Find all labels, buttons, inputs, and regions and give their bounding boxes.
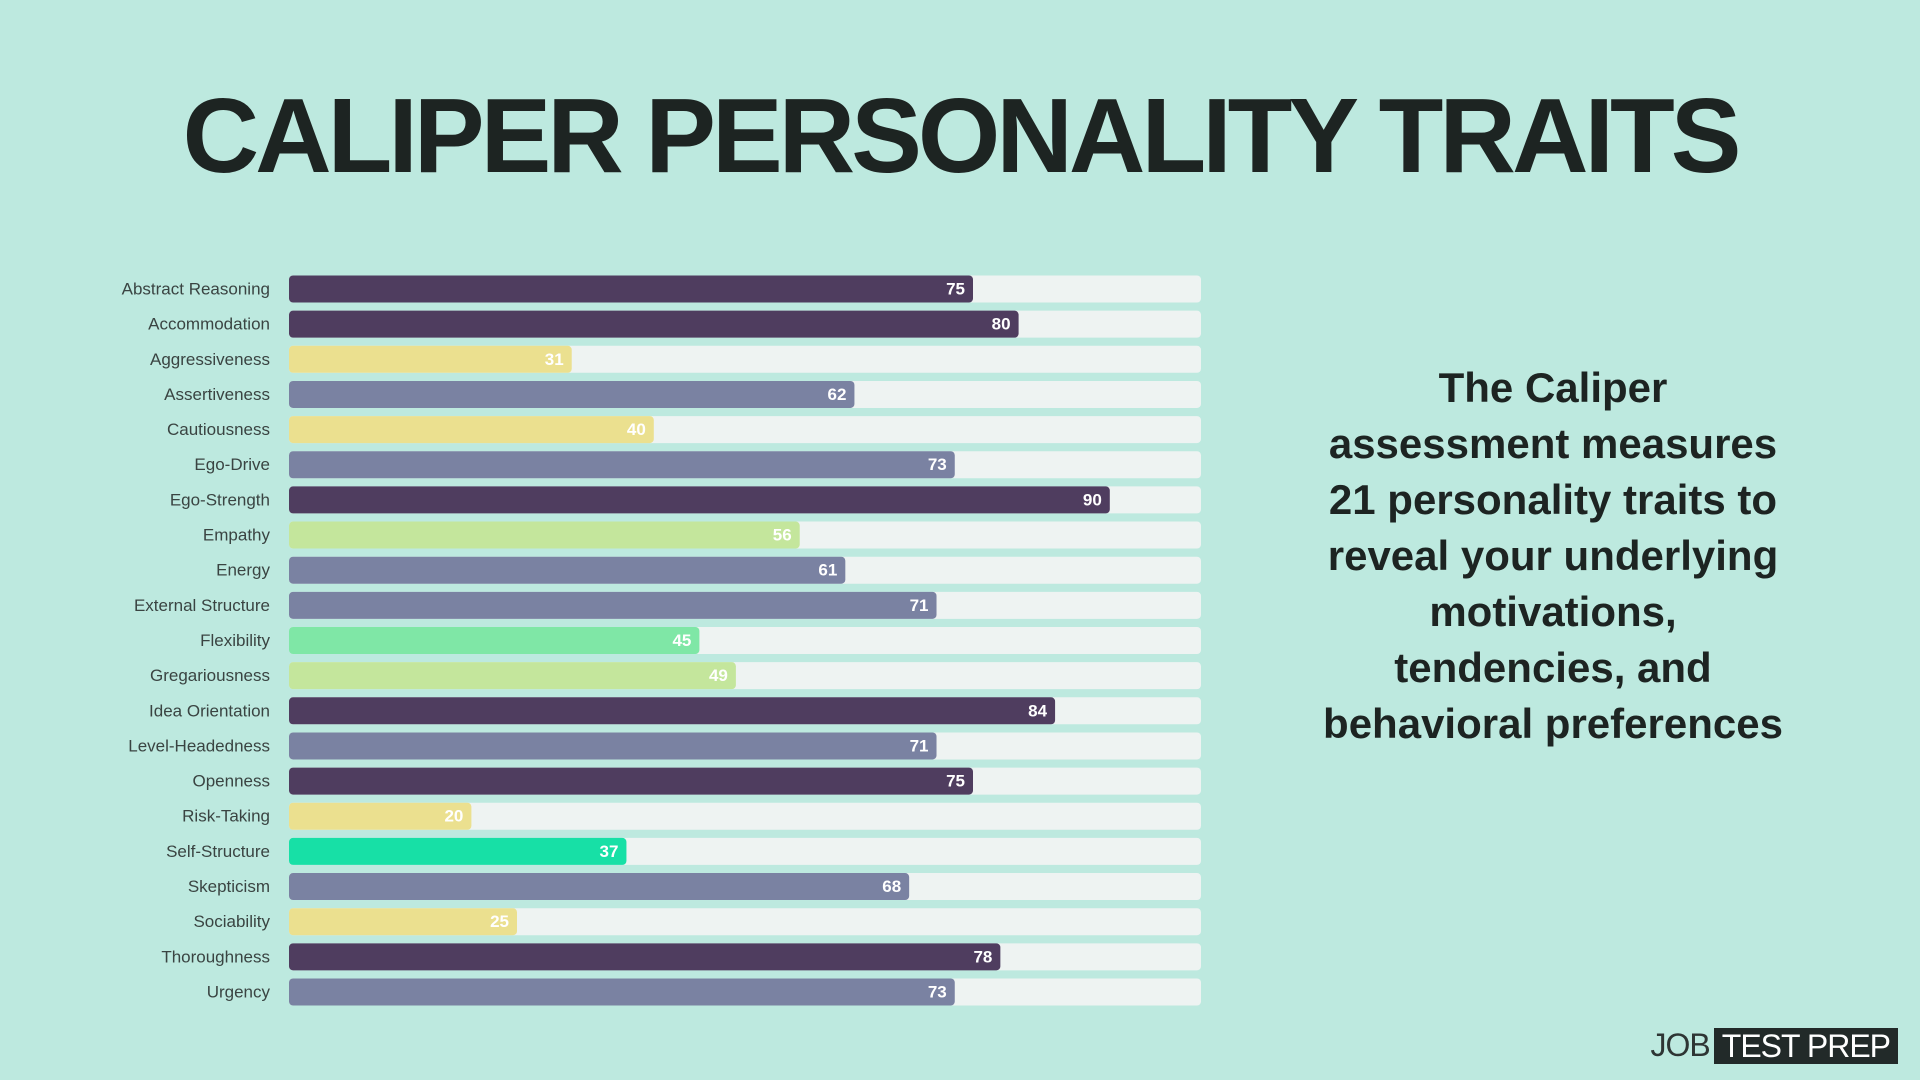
value-label: 71 <box>910 596 929 615</box>
bar <box>289 943 1001 971</box>
bar-track <box>289 802 1201 830</box>
bar <box>289 275 973 303</box>
bar <box>289 978 955 1006</box>
category-label: Gregariousness <box>150 666 270 685</box>
description: The Caliper assessment measures 21 perso… <box>1323 364 1783 747</box>
bar <box>289 591 937 619</box>
value-label: 61 <box>818 561 837 580</box>
bar <box>289 486 1110 514</box>
logo-right: TEST PREP <box>1713 1027 1898 1064</box>
category-label: Cautiousness <box>167 420 270 439</box>
value-label: 49 <box>709 666 728 685</box>
value-label: 68 <box>882 877 901 896</box>
category-label: Energy <box>216 561 270 580</box>
bar <box>289 697 1056 725</box>
category-label: Ego-Strength <box>170 490 270 509</box>
bar <box>289 380 855 408</box>
category-label: Urgency <box>207 982 271 1001</box>
bar <box>289 802 472 830</box>
category-label: Flexibility <box>200 631 270 650</box>
category-label: Idea Orientation <box>149 701 270 720</box>
value-label: 45 <box>672 631 691 650</box>
category-label: Empathy <box>203 526 271 545</box>
value-label: 71 <box>910 736 929 755</box>
value-label: 20 <box>444 807 463 826</box>
category-label: Aggressiveness <box>150 350 270 369</box>
category-label: Assertiveness <box>164 385 270 404</box>
value-label: 90 <box>1083 490 1102 509</box>
bar <box>289 521 800 549</box>
bar <box>289 556 846 584</box>
value-label: 31 <box>545 350 564 369</box>
category-label: Ego-Drive <box>194 455 270 474</box>
value-label: 75 <box>946 772 965 791</box>
value-label: 73 <box>928 455 947 474</box>
value-label: 62 <box>828 385 847 404</box>
value-label: 73 <box>928 982 947 1001</box>
category-label: Self-Structure <box>166 842 270 861</box>
bar <box>289 908 517 936</box>
bar <box>289 345 572 373</box>
category-label: Accommodation <box>148 315 270 334</box>
category-label: Openness <box>193 772 271 791</box>
value-label: 37 <box>600 842 619 861</box>
bar <box>289 451 955 479</box>
value-label: 40 <box>627 420 646 439</box>
category-label: Level-Headedness <box>128 736 270 755</box>
category-label: Abstract Reasoning <box>122 279 270 298</box>
value-label: 84 <box>1028 701 1047 720</box>
value-label: 75 <box>946 279 965 298</box>
value-label: 78 <box>973 947 992 966</box>
category-label: Skepticism <box>188 877 270 896</box>
category-label: Sociability <box>193 912 270 931</box>
value-label: 56 <box>773 526 792 545</box>
chart-title: CALIPER PERSONALITY TRAITS <box>183 77 1738 195</box>
category-label: Risk-Taking <box>182 807 270 826</box>
bar <box>289 416 654 444</box>
logo: JOB TEST PREP <box>1651 1027 1898 1064</box>
bar <box>289 732 937 760</box>
logo-left: JOB <box>1650 1027 1711 1063</box>
bar <box>289 310 1019 338</box>
bar <box>289 767 973 795</box>
bar <box>289 873 910 901</box>
bar <box>289 837 627 865</box>
value-label: 80 <box>992 315 1011 334</box>
category-label: Thoroughness <box>161 947 270 966</box>
bar <box>289 662 736 690</box>
category-label: External Structure <box>134 596 270 615</box>
bar <box>289 627 700 654</box>
value-label: 25 <box>490 912 509 931</box>
